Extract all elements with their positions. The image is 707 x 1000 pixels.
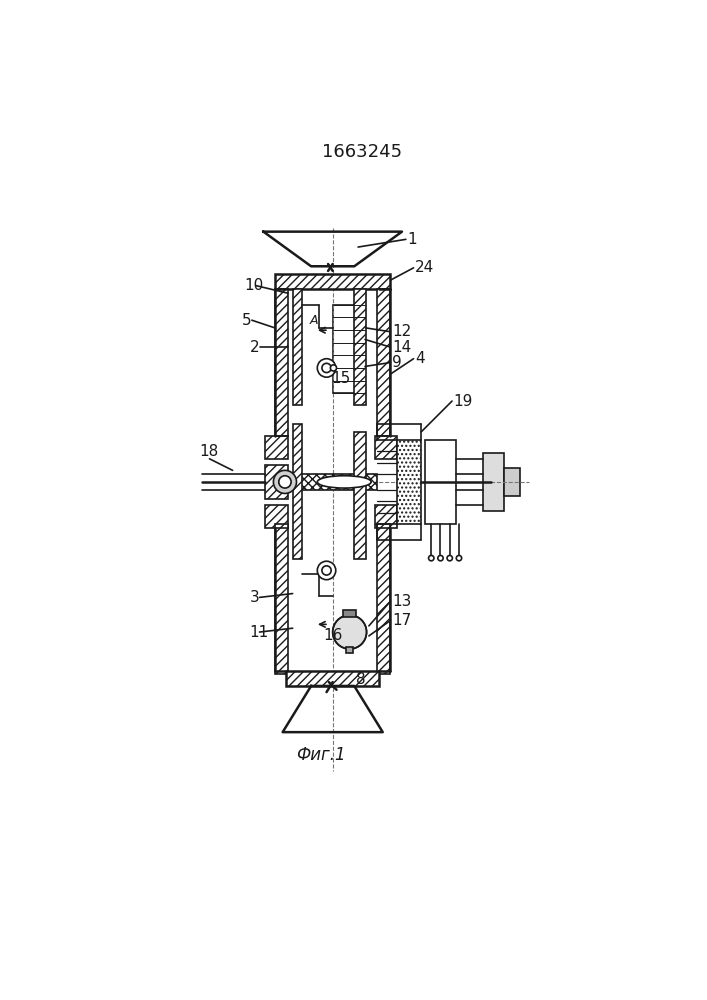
Text: 3: 3 — [250, 590, 259, 605]
Bar — [265, 505, 288, 528]
Text: 1: 1 — [407, 232, 417, 247]
Bar — [344, 610, 356, 617]
Ellipse shape — [317, 476, 371, 488]
Bar — [293, 289, 302, 405]
Text: 18: 18 — [199, 444, 218, 459]
Text: 4: 4 — [415, 351, 425, 366]
Bar — [375, 505, 397, 528]
Bar — [378, 524, 390, 674]
Circle shape — [330, 365, 337, 371]
Text: 13: 13 — [392, 594, 411, 609]
Bar — [293, 424, 302, 559]
Bar — [397, 440, 421, 524]
Circle shape — [333, 615, 366, 649]
Bar — [483, 453, 504, 511]
Circle shape — [322, 566, 331, 575]
Text: 14: 14 — [392, 340, 411, 355]
Bar — [275, 524, 288, 674]
Bar — [354, 289, 366, 405]
Bar — [504, 468, 520, 496]
Text: 9: 9 — [392, 355, 402, 370]
Text: 17: 17 — [392, 613, 411, 628]
Bar — [275, 274, 390, 289]
Circle shape — [279, 476, 291, 488]
Text: A: A — [309, 314, 317, 327]
Bar — [375, 436, 397, 459]
Text: 11: 11 — [250, 625, 269, 640]
Text: 1663245: 1663245 — [322, 143, 402, 161]
Polygon shape — [283, 686, 382, 732]
Text: 2: 2 — [250, 340, 259, 355]
Bar — [425, 440, 456, 524]
Bar — [346, 647, 354, 653]
Text: Фиг.1: Фиг.1 — [296, 746, 346, 764]
Circle shape — [317, 561, 336, 580]
Text: 10: 10 — [244, 278, 264, 293]
Circle shape — [447, 555, 452, 561]
Bar — [275, 289, 288, 436]
Text: 19: 19 — [454, 394, 473, 409]
Circle shape — [456, 555, 462, 561]
Circle shape — [274, 470, 296, 493]
Circle shape — [428, 555, 434, 561]
Bar — [265, 436, 288, 459]
Text: 24: 24 — [415, 260, 434, 275]
Bar — [378, 289, 390, 436]
Circle shape — [438, 555, 443, 561]
Polygon shape — [264, 232, 402, 266]
Text: 5: 5 — [242, 313, 252, 328]
Circle shape — [317, 359, 336, 377]
Bar — [288, 474, 378, 490]
Text: 16: 16 — [323, 628, 342, 643]
Text: 12: 12 — [392, 324, 411, 339]
Text: 15: 15 — [331, 371, 351, 386]
Bar — [265, 465, 288, 499]
Bar — [286, 671, 379, 686]
Text: 8: 8 — [356, 672, 366, 687]
Bar — [354, 432, 366, 559]
Circle shape — [322, 363, 331, 373]
Bar — [333, 305, 365, 393]
